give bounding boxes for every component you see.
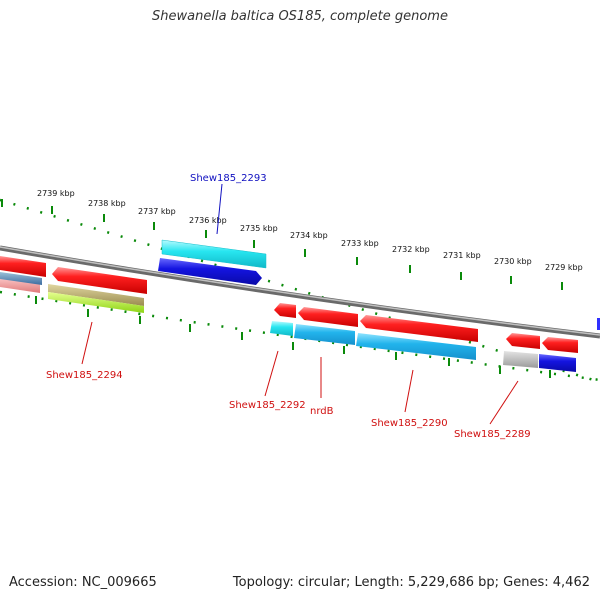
- leader-shew185-2292: [264, 350, 279, 397]
- gene-label-shew185-2290[interactable]: Shew185_2290: [371, 418, 448, 429]
- gene-shew185-2290-sky[interactable]: [356, 333, 476, 360]
- gene-nrdb-red[interactable]: [298, 307, 358, 327]
- gene-shew185-2294-olive[interactable]: [48, 284, 144, 306]
- gene-shew185-2293[interactable]: [161, 239, 267, 269]
- genome-summary: Topology: circular; Length: 5,229,686 bp…: [232, 575, 590, 590]
- kbp-label: 2735 kbp: [240, 224, 278, 233]
- outer-major-ticks: [1, 199, 563, 290]
- kbp-label: 2732 kbp: [392, 245, 430, 254]
- gene-nrdb-sky[interactable]: [294, 324, 355, 345]
- kbp-label: 2738 kbp: [88, 199, 126, 208]
- gene-label-nrdb[interactable]: nrdB: [310, 406, 334, 417]
- kbp-label: 2731 kbp: [443, 251, 481, 260]
- kbp-label: 2729 kbp: [545, 263, 583, 272]
- kbp-label: 2736 kbp: [189, 216, 227, 225]
- gene-edge-blue[interactable]: [597, 318, 600, 330]
- kbp-label: 2737 kbp: [138, 207, 176, 216]
- gene-shew185-2294-lime[interactable]: [48, 292, 144, 313]
- kbp-label: 2734 kbp: [290, 231, 328, 240]
- gene-shew185-2292-red[interactable]: [274, 303, 296, 318]
- gene-label-shew185-2293[interactable]: Shew185_2293: [190, 173, 267, 184]
- gene-shew185-2289-grey[interactable]: [503, 351, 538, 368]
- map-title: Shewanella baltica OS185, complete genom…: [152, 9, 448, 24]
- inner-major-ticks: [35, 296, 551, 378]
- kbp-labels: 2739 kbp 2738 kbp 2737 kbp 2736 kbp 2735…: [37, 189, 583, 272]
- gene-label-shew185-2292[interactable]: Shew185_2292: [229, 400, 306, 411]
- accession-text: Accession: NC_009665: [9, 575, 157, 590]
- leader-shew185-2293: [216, 183, 223, 235]
- gene-shew185-2292-cyan[interactable]: [270, 321, 293, 336]
- gene-label-shew185-2289[interactable]: Shew185_2289: [454, 429, 531, 440]
- inner-tick-ring: [0, 290, 600, 382]
- gene-left-red-1[interactable]: [0, 256, 46, 277]
- leader-shew185-2294: [81, 321, 93, 365]
- leader-shew185-2289: [489, 380, 519, 425]
- gene-shew185-2290-red[interactable]: [360, 315, 478, 342]
- leader-shew185-2290: [404, 369, 414, 413]
- gene-shew185-2289-blue[interactable]: [539, 354, 576, 372]
- kbp-label: 2733 kbp: [341, 239, 379, 248]
- gene-shew185-2289-red-2[interactable]: [542, 337, 578, 353]
- gene-left-steel[interactable]: [0, 272, 42, 285]
- gene-label-shew185-2294[interactable]: Shew185_2294: [46, 370, 123, 381]
- kbp-label: 2739 kbp: [37, 189, 75, 198]
- gene-blue-forward[interactable]: [158, 258, 262, 285]
- genome-backbone: [0, 245, 600, 339]
- gene-shew185-2289-red-1[interactable]: [506, 333, 540, 349]
- kbp-label: 2730 kbp: [494, 257, 532, 266]
- gene-left-red-2[interactable]: [52, 267, 147, 294]
